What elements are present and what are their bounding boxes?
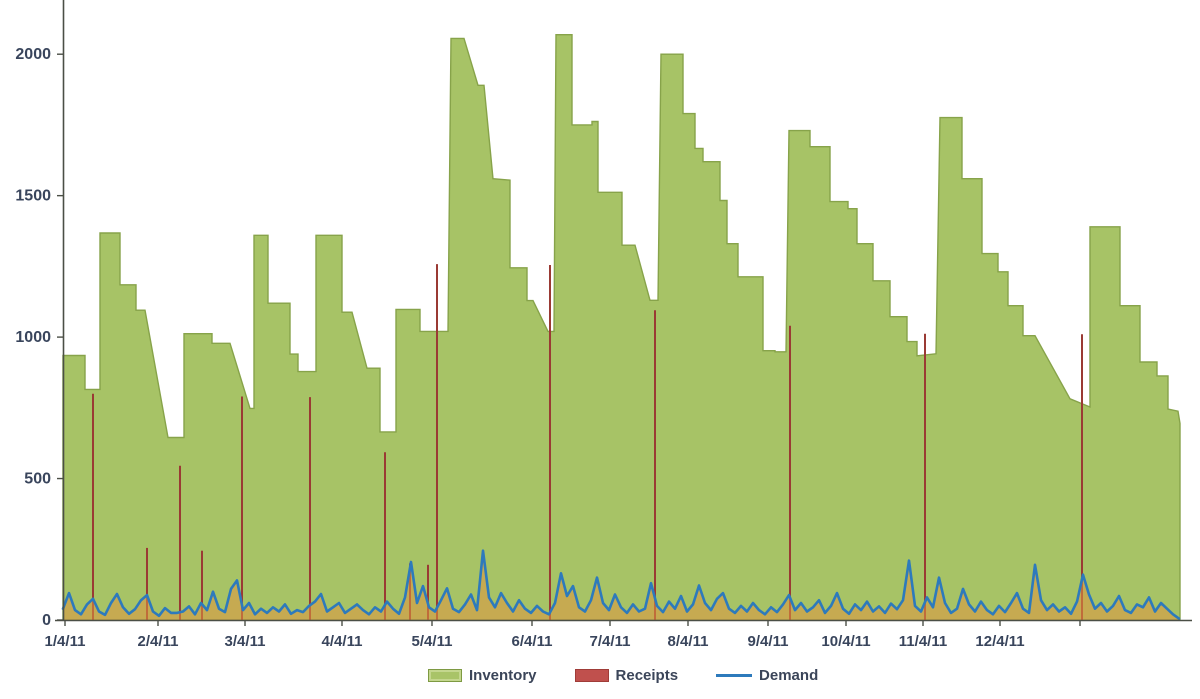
demand-line	[61, 549, 1181, 620]
legend-label-demand: Demand	[759, 667, 819, 684]
receipts-swatch-icon	[574, 669, 609, 682]
inventory-swatch-icon	[428, 669, 462, 682]
legend-label-inventory: Inventory	[469, 667, 537, 684]
y-tick-label: 1000	[15, 329, 51, 346]
legend-item-receipts: Receipts	[574, 667, 679, 684]
y-tick-label: 0	[42, 612, 51, 629]
x-tick-label: 10/4/11	[821, 633, 870, 650]
x-tick-label: 2/4/11	[138, 633, 179, 650]
y-tick-label: 500	[24, 471, 51, 488]
x-tick-label: 6/4/11	[512, 633, 553, 650]
x-tick-label: 11/4/11	[899, 633, 947, 650]
legend-item-inventory: Inventory	[428, 667, 537, 684]
inventory-area	[62, 34, 1181, 621]
legend-item-demand: Demand	[716, 667, 818, 684]
x-tick-label: 7/4/11	[590, 633, 631, 650]
x-tick-label: 4/4/11	[322, 633, 363, 650]
x-tick-label: 9/4/11	[748, 633, 789, 650]
y-tick-label: 2000	[15, 46, 51, 63]
x-tick-label: 12/4/11	[975, 633, 1024, 650]
x-tick-label: 3/4/11	[225, 633, 266, 650]
x-tick-label: 1/4/11	[45, 633, 86, 650]
demand-swatch-icon	[716, 674, 753, 677]
x-tick-label: 5/4/11	[412, 633, 453, 650]
chart-legend: Inventory Receipts Demand	[428, 667, 818, 684]
y-tick-label: 1500	[15, 188, 51, 205]
x-tick-label: 8/4/11	[668, 633, 709, 650]
legend-label-receipts: Receipts	[615, 667, 679, 684]
